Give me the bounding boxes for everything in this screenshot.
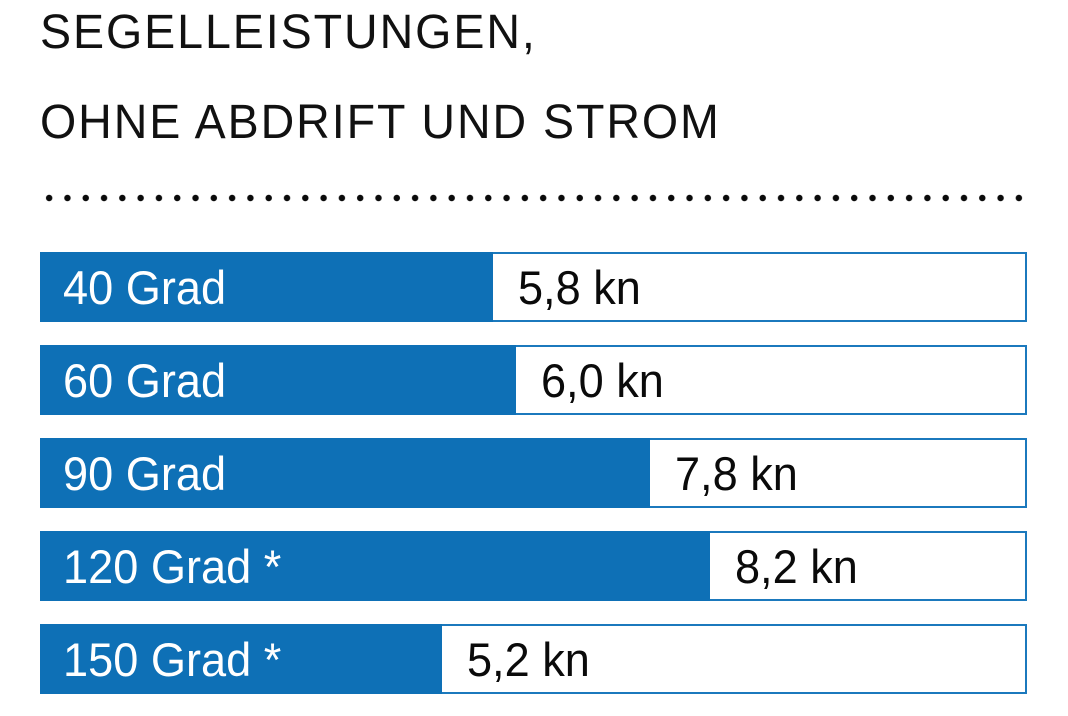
bar-value-cell: 7,8 kn	[650, 440, 1025, 506]
bar: 150 Grad *	[40, 624, 443, 694]
bar-value-label: 6,0 kn	[540, 353, 664, 407]
bar: 90 Grad	[40, 438, 651, 508]
dotted-divider	[40, 194, 1027, 202]
bar: 60 Grad	[40, 345, 516, 415]
bar-value-label: 8,2 kn	[735, 539, 859, 593]
chart-row: 60 Grad 6,0 kn	[40, 345, 1027, 415]
chart-title: SEGELLEISTUNGEN, OHNE ABDRIFT UND STROM	[40, 4, 1027, 152]
bar-value-label: 5,8 kn	[518, 260, 642, 314]
bar-value-cell: 5,8 kn	[493, 254, 1025, 320]
chart-panel: SEGELLEISTUNGEN, OHNE ABDRIFT UND STROM …	[0, 4, 1068, 694]
bar-value-cell: 8,2 kn	[710, 533, 1025, 599]
chart-title-line-1: SEGELLEISTUNGEN,	[40, 6, 537, 59]
chart-row: 40 Grad 5,8 kn	[40, 252, 1027, 322]
chart-row: 150 Grad * 5,2 kn	[40, 624, 1027, 694]
bar-value-cell: 6,0 kn	[516, 347, 1025, 413]
bar-category-label: 120 Grad *	[63, 539, 282, 593]
bar-category-label: 60 Grad	[63, 353, 227, 407]
chart-row: 120 Grad * 8,2 kn	[40, 531, 1027, 601]
bar: 40 Grad	[40, 252, 494, 322]
bar-category-label: 150 Grad *	[63, 632, 282, 686]
bar-value-label: 5,2 kn	[467, 632, 590, 686]
bar-value-cell: 5,2 kn	[442, 626, 1025, 692]
bar-chart: 40 Grad 5,8 kn 60 Grad 6,0 kn 90 Grad 7,8 kn 1…	[40, 252, 1027, 694]
bar-category-label: 90 Grad	[63, 446, 227, 500]
bar-value-label: 7,8 kn	[675, 446, 799, 500]
bar: 120 Grad *	[40, 531, 711, 601]
bar-category-label: 40 Grad	[63, 260, 227, 314]
chart-row: 90 Grad 7,8 kn	[40, 438, 1027, 508]
chart-title-line-2: OHNE ABDRIFT UND STROM	[40, 96, 721, 149]
